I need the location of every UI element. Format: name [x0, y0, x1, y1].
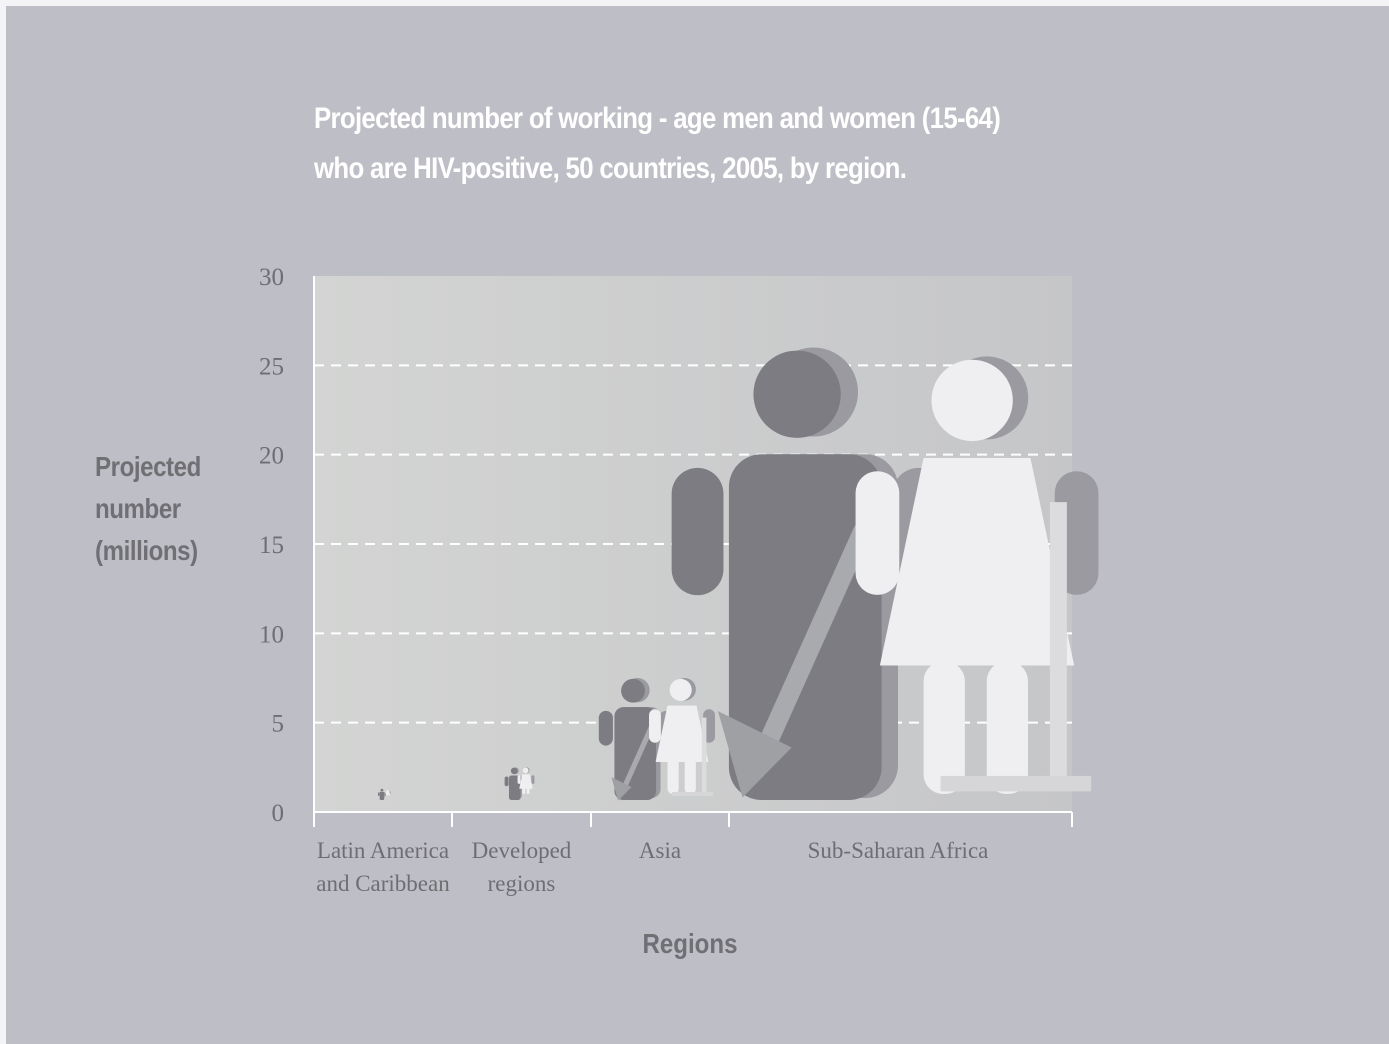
woman-figure [649, 678, 715, 797]
woman-left-leg [923, 661, 965, 794]
y-tick-label: 0 [272, 800, 285, 827]
woman-dress [655, 705, 709, 762]
woman-right-leg [388, 791, 390, 794]
woman-head [522, 767, 529, 774]
woman-right-leg [684, 758, 696, 794]
woman-left-leg [522, 784, 526, 794]
man-body [379, 791, 385, 800]
woman-dress [519, 774, 533, 789]
woman-left-arm [385, 791, 387, 794]
y-tick-label: 30 [259, 264, 284, 291]
shovel-handle [752, 522, 873, 767]
rake-handle [701, 717, 707, 794]
man-body [614, 707, 657, 800]
man-head [753, 350, 841, 438]
y-tick-label: 15 [259, 532, 284, 559]
man-body [728, 454, 882, 800]
woman-dress [879, 457, 1075, 666]
man-head [380, 788, 383, 792]
shovel-blade [718, 711, 792, 798]
chart-title-line-2: who are HIV-positive, 50 countries, 2005… [314, 152, 907, 185]
man-left-arm [598, 710, 613, 746]
y-axis-label-line-2: number [95, 493, 181, 524]
rake-handle [1049, 502, 1067, 781]
woman-left-leg [667, 758, 679, 794]
x-tick-label: Latin America and Caribbean [316, 838, 450, 896]
man-figure [378, 788, 386, 800]
y-axis-label-line-3: (millions) [95, 535, 198, 566]
y-tick-label: 25 [259, 353, 284, 380]
woman-left-arm [649, 709, 661, 743]
rake-head [672, 792, 714, 797]
woman-right-leg [526, 784, 530, 794]
y-tick-label: 20 [259, 443, 284, 470]
x-tick-label: Developed regions [472, 838, 572, 896]
rake-head [940, 775, 1092, 792]
woman-figure [517, 767, 535, 794]
woman-head [669, 678, 692, 702]
x-tick-label: Sub-Saharan Africa [808, 838, 989, 863]
y-tick-label: 10 [259, 621, 284, 648]
woman-left-arm [517, 775, 521, 784]
shovel-handle [620, 725, 654, 793]
woman-figure [855, 356, 1099, 794]
woman-right-arm [389, 791, 391, 794]
x-tick-label: Asia [639, 838, 681, 863]
woman-figure [385, 788, 391, 796]
woman-right-arm [531, 775, 535, 784]
x-axis-label: Regions [642, 928, 738, 959]
y-axis-label: Projected number (millions) [95, 446, 201, 572]
woman-head [931, 359, 1013, 442]
woman-left-leg [386, 791, 388, 794]
man-left-arm [671, 467, 724, 596]
woman-right-leg [986, 661, 1029, 794]
woman-head [387, 788, 389, 791]
axes [313, 276, 1073, 827]
man-head [621, 678, 645, 703]
bar-figures [378, 347, 1099, 801]
y-tick-label: 5 [272, 711, 285, 738]
chart-title: Projected number of working - age men an… [314, 94, 1002, 194]
man-left-arm [378, 792, 380, 796]
man-figure [671, 347, 945, 800]
y-axis-label-line-1: Projected [95, 451, 201, 482]
woman-left-arm [855, 471, 900, 595]
shovel-blade [611, 777, 632, 801]
tick-labels: 0 5 10 15 20 25 30 Latin America and Caribbean De… [259, 264, 988, 896]
chart-title-line-1: Projected number of working - age men an… [314, 102, 1001, 135]
man-left-arm [504, 776, 509, 787]
man-head [510, 767, 518, 775]
